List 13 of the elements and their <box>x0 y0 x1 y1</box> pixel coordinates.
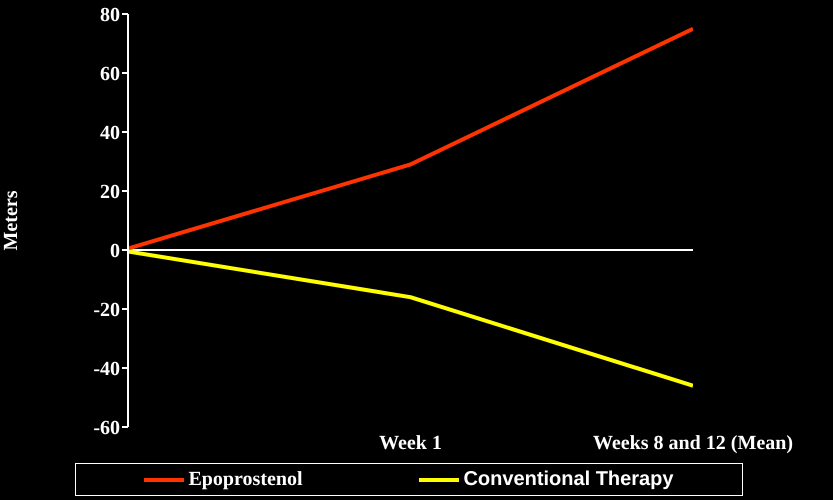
y-tick-label: 40 <box>100 122 120 144</box>
y-tick-label: -60 <box>93 417 120 440</box>
x-tick-label: Weeks 8 and 12 (Mean) <box>593 432 793 454</box>
y-tick-label: 20 <box>100 181 120 204</box>
y-axis-title: Meters <box>0 190 22 250</box>
y-tick-label: -20 <box>93 299 120 322</box>
legend-label: Conventional Therapy <box>463 468 674 491</box>
y-tick-label: -40 <box>93 358 120 380</box>
y-tick-label: 0 <box>110 240 120 262</box>
legend-label: Epoprostenol <box>188 468 303 491</box>
y-tick-label: 80 <box>100 4 120 26</box>
x-tick-label: Week 1 <box>379 432 442 454</box>
y-tick-label: 60 <box>100 63 120 86</box>
